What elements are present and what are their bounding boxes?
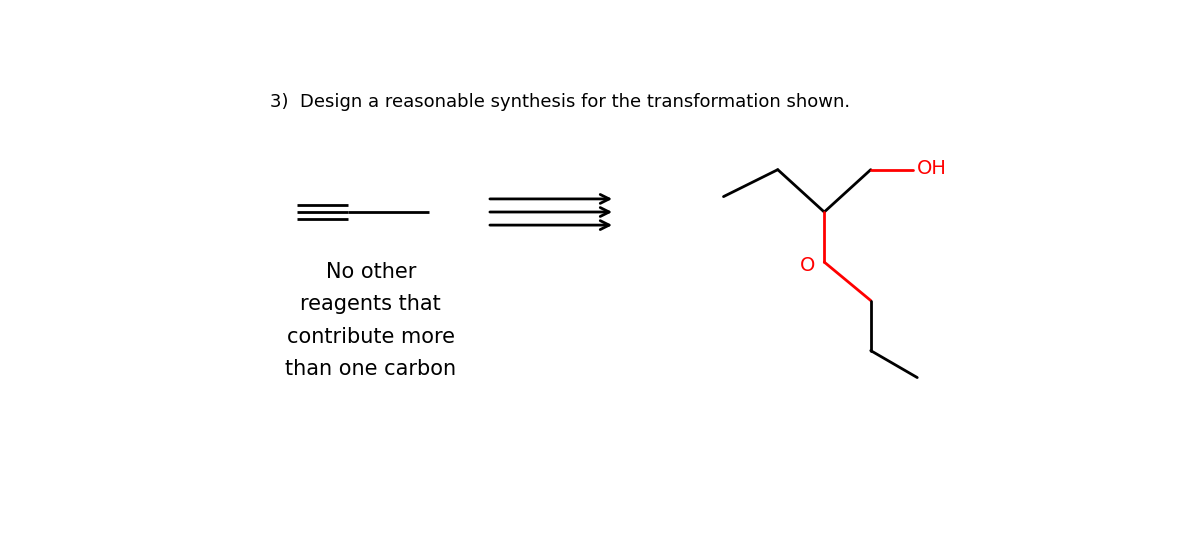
Text: O: O [799,257,815,275]
Text: OH: OH [917,160,947,178]
Text: 3)  Design a reasonable synthesis for the transformation shown.: 3) Design a reasonable synthesis for the… [270,93,851,111]
Text: reagents that: reagents that [300,294,442,315]
Text: contribute more: contribute more [287,327,455,347]
Text: No other: No other [325,262,416,282]
Text: than one carbon: than one carbon [286,359,456,379]
